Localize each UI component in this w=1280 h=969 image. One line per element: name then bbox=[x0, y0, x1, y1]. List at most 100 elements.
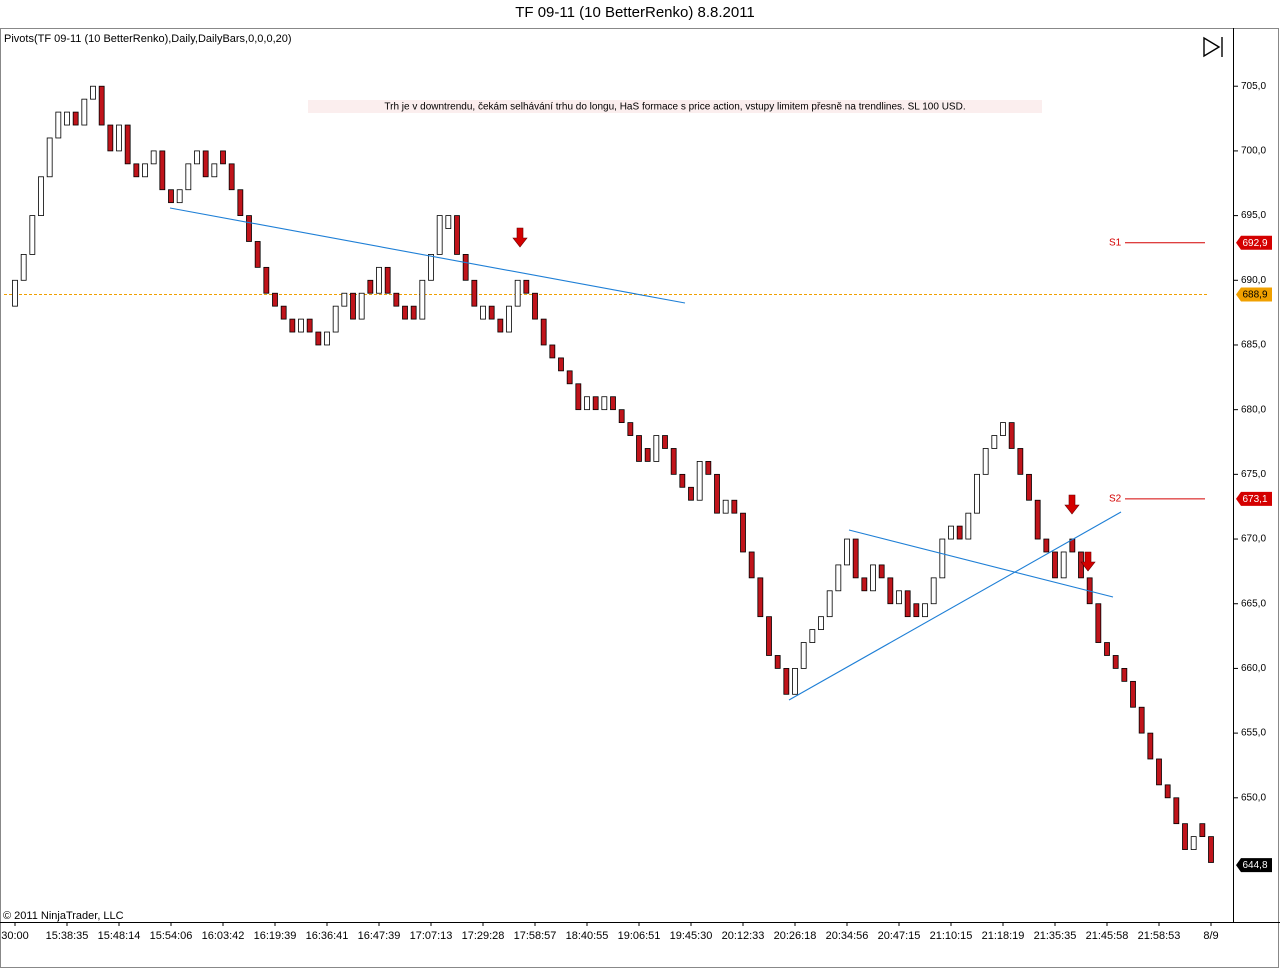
candle bbox=[185, 163, 192, 191]
candle bbox=[384, 266, 391, 294]
candle bbox=[72, 111, 79, 126]
arrow bbox=[1064, 494, 1080, 515]
y-tick-label: 655,0 bbox=[1241, 728, 1266, 739]
play-icon[interactable] bbox=[1203, 36, 1223, 58]
x-tick-label: 20:47:15 bbox=[878, 930, 921, 942]
chart-title: TF 09-11 (10 BetterRenko) 8.8.2011 bbox=[515, 4, 755, 21]
candle bbox=[81, 98, 88, 126]
candle bbox=[878, 564, 885, 579]
candle bbox=[549, 344, 556, 359]
arrow bbox=[512, 227, 528, 248]
y-tick-label: 705,0 bbox=[1241, 81, 1266, 92]
candle bbox=[766, 616, 772, 656]
trendline bbox=[788, 511, 1122, 701]
candle bbox=[194, 150, 200, 165]
price-marker bbox=[1236, 235, 1272, 250]
candle bbox=[852, 538, 859, 579]
candle bbox=[792, 668, 798, 695]
candle bbox=[29, 215, 36, 255]
frame bbox=[0, 28, 1279, 968]
x-tick-label: 21:10:15 bbox=[930, 930, 973, 942]
candle bbox=[480, 305, 486, 320]
candle bbox=[679, 473, 686, 488]
x-tick-label: 21:18:19 bbox=[982, 930, 1025, 942]
candle bbox=[636, 435, 642, 462]
x-tick-label: 21:58:53 bbox=[1138, 930, 1181, 942]
y-tick-label: 695,0 bbox=[1241, 210, 1266, 221]
price-marker-label: 688,9 bbox=[1242, 290, 1267, 301]
x-tick-label: 21:35:35 bbox=[1034, 930, 1077, 942]
candle bbox=[419, 279, 426, 320]
candle bbox=[150, 150, 157, 165]
candle bbox=[1190, 836, 1197, 850]
candle bbox=[1112, 655, 1119, 669]
candle bbox=[705, 461, 712, 475]
candle bbox=[731, 499, 738, 514]
candle bbox=[774, 655, 781, 669]
candle bbox=[133, 163, 140, 178]
candle bbox=[280, 305, 287, 320]
candle bbox=[246, 215, 252, 242]
y-tick-label: 690,0 bbox=[1241, 275, 1266, 286]
candle bbox=[159, 150, 166, 191]
candle bbox=[64, 111, 70, 126]
candle bbox=[757, 577, 764, 618]
candle bbox=[358, 292, 365, 320]
annotation: Trh je v downtrendu, čekám selhávání trh… bbox=[384, 102, 965, 113]
x-tick-label: 17:29:28 bbox=[462, 930, 505, 942]
price-marker bbox=[1236, 287, 1272, 302]
candle bbox=[350, 292, 356, 320]
candle bbox=[506, 305, 512, 333]
annotation-bg bbox=[308, 100, 1042, 113]
x-tick-label: 19:45:30 bbox=[670, 930, 713, 942]
candle bbox=[913, 603, 920, 618]
x-tick-label: 15:54:06 bbox=[150, 930, 193, 942]
pivot-name: S2 bbox=[1109, 494, 1122, 505]
candle bbox=[20, 254, 27, 281]
candle bbox=[1008, 422, 1015, 449]
candle bbox=[1199, 823, 1206, 838]
candle bbox=[930, 577, 937, 605]
candle bbox=[272, 292, 278, 307]
candle bbox=[142, 163, 148, 178]
candle bbox=[991, 435, 998, 449]
candle bbox=[1034, 499, 1041, 540]
candle bbox=[471, 279, 478, 307]
candle bbox=[584, 396, 590, 411]
candle bbox=[237, 189, 244, 216]
candle bbox=[98, 85, 105, 126]
candle bbox=[1130, 680, 1136, 708]
candle bbox=[1138, 706, 1145, 734]
candle bbox=[462, 254, 469, 281]
candle bbox=[592, 396, 599, 411]
candle bbox=[107, 124, 114, 152]
x-tick-label: 16:36:41 bbox=[306, 930, 349, 942]
candle bbox=[887, 577, 894, 605]
candle bbox=[298, 318, 304, 333]
candle bbox=[627, 422, 634, 436]
candle bbox=[740, 512, 746, 553]
candle bbox=[1060, 551, 1067, 579]
y-tick-label: 685,0 bbox=[1241, 340, 1266, 351]
candle bbox=[809, 629, 816, 643]
candle bbox=[1104, 642, 1110, 656]
candle bbox=[662, 435, 668, 449]
candle bbox=[1052, 551, 1058, 579]
candle bbox=[332, 305, 339, 333]
candle bbox=[46, 137, 53, 178]
candle bbox=[826, 590, 833, 618]
candle bbox=[1017, 448, 1024, 475]
candle bbox=[176, 189, 183, 204]
candle bbox=[558, 357, 564, 372]
candle bbox=[315, 331, 322, 346]
indicator-label: Pivots(TF 09-11 (10 BetterRenko),Daily,D… bbox=[4, 33, 292, 45]
candle bbox=[1026, 473, 1032, 501]
price-marker-label: 673,1 bbox=[1242, 494, 1267, 505]
x-tick-label: 16:47:39 bbox=[358, 930, 401, 942]
candle bbox=[445, 215, 452, 229]
price-marker bbox=[1236, 858, 1272, 873]
candle bbox=[436, 215, 443, 255]
candle bbox=[228, 163, 235, 191]
candle bbox=[575, 383, 582, 411]
candle bbox=[393, 292, 400, 307]
